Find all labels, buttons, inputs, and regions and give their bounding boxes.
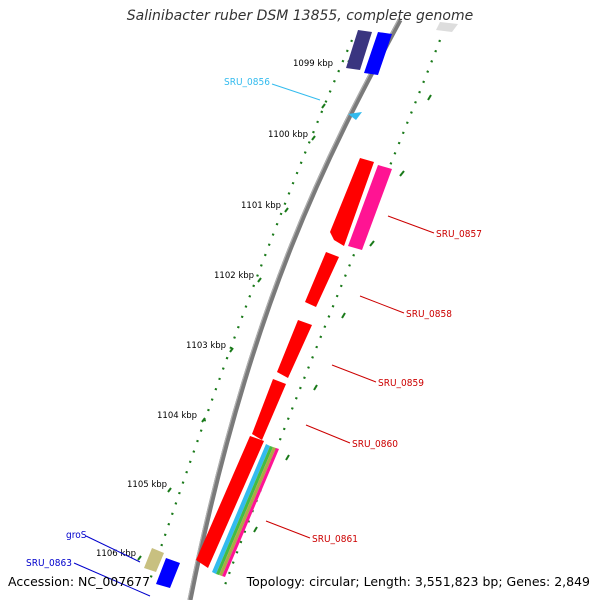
- kbp-label: 1105 kbp: [127, 480, 167, 490]
- gene-arrow-blue[interactable]: [364, 32, 392, 75]
- gene-arrow-navy[interactable]: [346, 30, 372, 70]
- gene-arrow-sru0863[interactable]: [156, 558, 180, 588]
- gene-label-gros: groS: [66, 530, 87, 541]
- genome-stats: Topology: circular; Length: 3,551,823 bp…: [246, 574, 590, 589]
- kbp-label: 1100 kbp: [268, 130, 308, 140]
- kbp-label: 1102 kbp: [214, 271, 254, 281]
- gene-arrow-grey[interactable]: [436, 22, 458, 32]
- gene-arrow-sru0856[interactable]: [348, 112, 362, 120]
- gene-arrow-gros[interactable]: [144, 548, 164, 572]
- kbp-scale: 1099 kbp 1100 kbp 1101 kbp 1102 kbp 1103…: [96, 59, 333, 559]
- leader-line-sru0858: [359, 295, 405, 314]
- gene-arrow-sru0859[interactable]: [277, 320, 312, 378]
- genome-backbone: [187, 18, 403, 600]
- gene-arrow-sru0857[interactable]: [330, 158, 374, 246]
- leader-line-sru0861: [265, 520, 311, 539]
- gene-label-sru0863: SRU_0863: [26, 558, 72, 569]
- track-markers: [137, 57, 432, 561]
- gene-label-sru0857: SRU_0857: [436, 229, 482, 240]
- leader-line-sru0859: [331, 364, 377, 383]
- leader-line-sru0863: [73, 562, 151, 597]
- accession-label: Accession: NC_007677: [8, 574, 151, 589]
- gene-label-sru0859: SRU_0859: [378, 378, 424, 389]
- gene-sru0861-feature-strip: [212, 444, 279, 577]
- leader-line-sru0860: [305, 424, 351, 444]
- gene-arrow-sru0861[interactable]: [196, 436, 264, 568]
- gene-label-sru0861: SRU_0861: [312, 534, 358, 545]
- leader-line-sru0856: [271, 83, 321, 101]
- gene-arrow-sru0860[interactable]: [252, 379, 286, 440]
- kbp-label: 1106 kbp: [96, 549, 136, 559]
- leader-line-sru0857: [387, 215, 435, 234]
- gene-arrow-sru0857-magenta[interactable]: [348, 165, 392, 250]
- kbp-label: 1099 kbp: [293, 59, 333, 69]
- kbp-label: 1104 kbp: [157, 411, 197, 421]
- gene-label-sru0860: SRU_0860: [352, 439, 398, 450]
- leader-line-gros: [85, 535, 141, 563]
- inner-dotted-track: [148, 39, 354, 581]
- genome-backbone-highlight: [187, 19, 399, 600]
- kbp-label: 1103 kbp: [186, 341, 226, 351]
- gene-label-sru0858: SRU_0858: [406, 309, 452, 320]
- page-title: Salinibacter ruber DSM 13855, complete g…: [126, 8, 474, 24]
- kbp-label: 1101 kbp: [241, 201, 281, 211]
- gene-label-sru0856: SRU_0856: [224, 77, 270, 88]
- gene-arrow-sru0858[interactable]: [305, 252, 339, 307]
